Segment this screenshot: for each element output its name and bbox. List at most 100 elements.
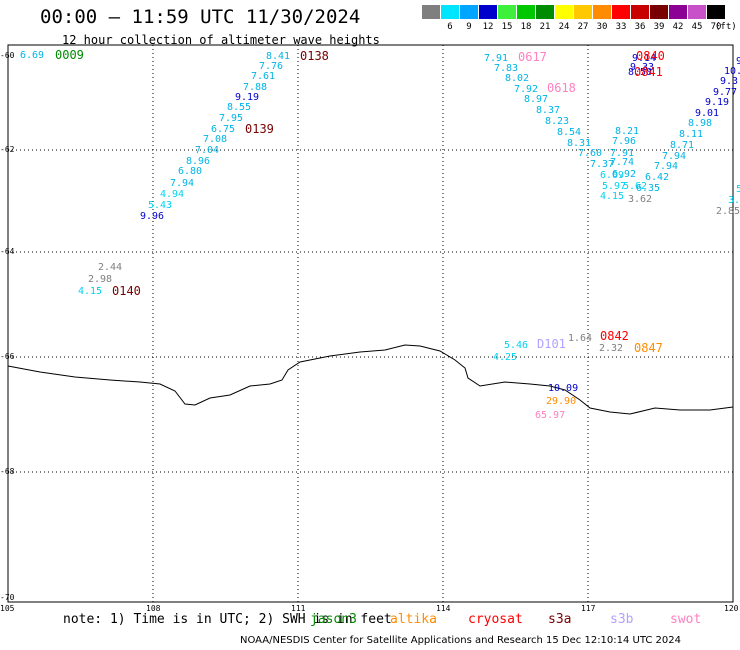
footer-credit: NOAA/NESDIS Center for Satellite Applica… [240,635,682,646]
wave-height-value: 6.80 [178,166,203,177]
wave-height-value: 10.09 [548,383,579,394]
legend-label: 18 [520,22,532,32]
map-subtitle: 12 hour collection of altimeter wave hei… [62,33,380,47]
lat-tick: -60 [0,51,15,60]
wave-height-value: 7.60 [578,148,603,159]
wave-height-value: 8.21 [615,126,640,137]
legend-label: 12 [482,22,494,32]
pass-time: 0842 [600,329,629,343]
footer-note: note: 1) Time is in UTC; 2) SWH is in fe… [63,612,392,627]
wave-height-value: 9 [736,56,740,67]
pass-time: 0847 [634,341,663,355]
satellite-name: altika [390,612,437,627]
wave-height-value: 10. [724,66,740,77]
pass-time: 0138 [300,49,329,63]
lat-tick: -68 [0,467,15,476]
legend-label: 33 [615,22,627,32]
pass-time: 0840 [636,49,665,63]
wave-height-value: 4.15 [600,191,625,202]
wave-height-value: 7.04 [195,145,220,156]
wave-height-value: 9.77 [713,87,738,98]
wave-height-value: 5 [736,184,740,195]
legend-swatch [574,5,593,19]
wave-height-value: 6.42 [645,172,670,183]
wave-height-value: 9.01 [695,108,720,119]
legend-swatch [631,5,650,19]
wave-height-value: 8.55 [227,102,252,113]
wave-height-value: 4.94 [160,189,185,200]
wave-height-value: 7.94 [662,151,687,162]
legend-label: 36 [634,22,646,32]
lat-tick: -64 [0,247,15,256]
wave-height-value: 9.33 [630,62,655,73]
map-title: 00:00 – 11:59 UTC 11/30/2024 [40,6,361,28]
satellite-name: s3b [610,612,634,627]
lat-tick: -62 [0,145,15,154]
lat-tick: -70 [0,593,15,602]
legend-swatch [460,5,479,19]
pass-time: 0139 [245,122,274,136]
wave-height-value: 4.25 [493,352,518,363]
legend-label: 24 [558,22,570,32]
wave-height-value: 7.92 [514,84,539,95]
legend-label: 6 [447,22,453,32]
wave-height-value: 6.69 [20,50,45,61]
legend-swatch [479,5,498,19]
pass-time: 0617 [518,50,547,64]
wave-height-value: 8.54 [557,127,582,138]
wave-height-value: 6.35 [636,183,661,194]
wave-height-value: 8.97 [524,94,549,105]
wave-height-value: 2.85 [716,206,740,217]
legend-swatch [593,5,612,19]
wave-height-value: 6.75 [211,124,236,135]
legend-label: 27 [577,22,589,32]
legend-swatch [612,5,631,19]
pass-time: 0140 [112,284,141,298]
wave-height-value: 7.61 [251,71,276,82]
wave-height-value: 2.32 [599,343,624,354]
lon-tick: 105 [0,604,15,613]
wave-height-value: 7.74 [610,157,635,168]
wave-height-value: 7.88 [243,82,268,93]
wave-height-value: 8.11 [679,129,704,140]
wave-height-value: 9.19 [235,92,260,103]
wave-height-value: 7.76 [259,61,284,72]
wave-height-value: 8.02 [505,73,530,84]
wave-height-value: 2.44 [98,262,123,273]
wave-height-value: 5.97 [602,181,627,192]
wave-height-value: 7.94 [170,178,195,189]
pass-time: D101 [537,337,566,351]
wave-height-value: 6.92 [612,169,637,180]
wave-height-value: 1.64 [568,333,593,344]
wave-height-value: 65.97 [535,410,566,421]
satellite-name: swot [670,612,702,627]
wave-height-value: 3.62 [628,194,653,205]
wave-height-value: 8.71 [670,140,695,151]
pass-time: 0618 [547,81,576,95]
wave-height-value: 8.58 [628,67,653,78]
legend-label: 42 [672,22,684,32]
wave-height-value: 7.96 [612,136,637,147]
wave-height-value: 8.96 [186,156,211,167]
wave-height-value: 4.15 [78,286,103,297]
lon-tick: 114 [436,604,451,613]
lat-tick: -66 [0,352,15,361]
wave-height-value: 5.62 [623,181,648,192]
legend-swatch [441,5,460,19]
wave-height-value: 9.96 [140,211,165,222]
wave-height-value: 2.98 [88,274,113,285]
wave-height-value: 7.95 [219,113,244,124]
map-frame [7,44,734,603]
wave-height-value: 7.91 [610,148,635,159]
wave-height-value: 7.83 [494,63,519,74]
swh-color-legend: 6 9 12 15 18 21 24 27 30 33 36 39 42 45 70 (ft) [422,5,737,35]
legend-swatch [422,5,441,19]
wave-height-value: 8.41 [266,51,291,62]
wave-height-value: 9.3 [720,76,739,87]
wave-height-value: 7.37 [590,159,615,170]
legend-swatch [536,5,555,19]
legend-swatch [517,5,536,19]
legend-swatch [669,5,688,19]
legend-label: 30 [596,22,608,32]
pass-time: 0841 [634,65,663,79]
